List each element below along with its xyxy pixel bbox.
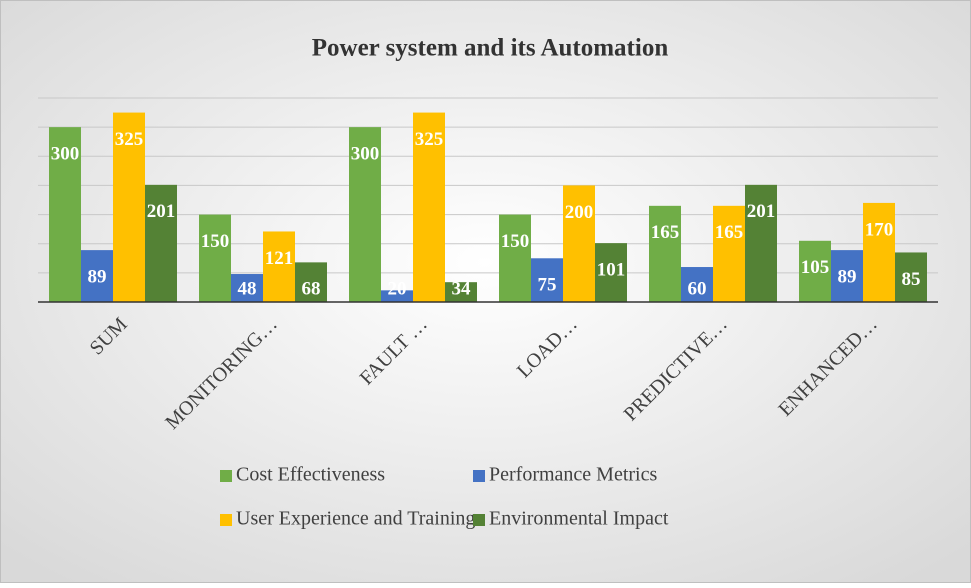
legend-swatch <box>220 470 232 482</box>
data-label: 200 <box>565 202 594 223</box>
bar <box>799 240 831 302</box>
data-label: 150 <box>501 231 530 252</box>
bar <box>499 214 531 302</box>
data-label: 101 <box>597 259 626 280</box>
bar <box>145 184 177 302</box>
data-label: 165 <box>651 222 680 243</box>
data-label: 89 <box>838 266 857 287</box>
bar <box>863 202 895 302</box>
bar <box>49 127 81 303</box>
data-label: 75 <box>538 275 557 296</box>
data-label: 48 <box>238 278 257 299</box>
data-label: 165 <box>715 222 744 243</box>
data-label: 121 <box>265 248 294 269</box>
data-label: 325 <box>415 129 444 150</box>
bar <box>199 214 231 302</box>
bar <box>649 205 681 302</box>
data-label: 201 <box>147 201 176 222</box>
bar <box>531 258 563 302</box>
bar <box>895 252 927 302</box>
data-label: 105 <box>801 257 830 278</box>
legend-swatch <box>473 470 485 482</box>
bar <box>263 231 295 302</box>
bar <box>681 267 713 302</box>
data-label: 325 <box>115 129 144 150</box>
data-label: 60 <box>688 278 707 299</box>
data-label: 68 <box>302 278 321 299</box>
bar <box>113 112 145 302</box>
bar <box>349 127 381 303</box>
data-label: 300 <box>51 144 80 165</box>
data-label: 89 <box>88 266 107 287</box>
bar <box>413 112 445 302</box>
bar <box>595 243 627 302</box>
legend-swatch <box>220 514 232 526</box>
bar <box>445 282 477 302</box>
data-label: 201 <box>747 201 776 222</box>
bar <box>563 185 595 302</box>
data-label: 170 <box>865 219 894 240</box>
bar <box>831 250 863 302</box>
bar <box>295 262 327 302</box>
bar <box>231 274 263 302</box>
bar <box>81 250 113 302</box>
legend-label: Cost Effectiveness <box>236 464 385 486</box>
legend-label: User Experience and Training <box>236 508 475 530</box>
data-label: 150 <box>201 231 230 252</box>
chart-title: Power system and its Automation <box>312 35 669 62</box>
data-label: 34 <box>452 278 472 299</box>
legend-label: Environmental Impact <box>489 508 669 530</box>
data-label: 85 <box>902 269 921 290</box>
data-label: 20 <box>388 278 407 299</box>
legend-swatch <box>473 514 485 526</box>
data-label: 300 <box>351 144 380 165</box>
legend-label: Performance Metrics <box>489 464 657 486</box>
bar <box>713 205 745 302</box>
bar <box>745 184 777 302</box>
bar <box>381 290 413 302</box>
